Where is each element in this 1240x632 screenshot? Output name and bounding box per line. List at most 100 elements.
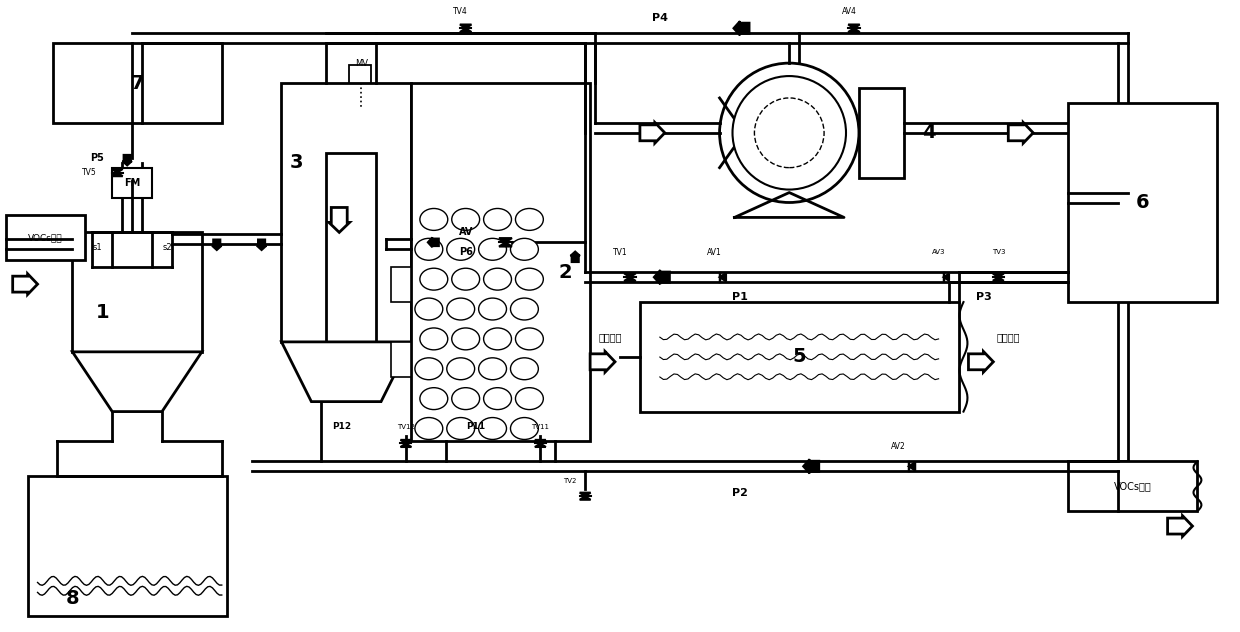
- Ellipse shape: [516, 387, 543, 410]
- Bar: [1068, 103, 1218, 302]
- Polygon shape: [112, 173, 123, 176]
- Polygon shape: [570, 252, 580, 262]
- Ellipse shape: [420, 268, 448, 290]
- Text: P6: P6: [459, 247, 472, 257]
- Polygon shape: [579, 493, 590, 496]
- Circle shape: [719, 63, 859, 202]
- Polygon shape: [590, 351, 615, 372]
- Polygon shape: [653, 270, 670, 284]
- Text: AV3: AV3: [931, 249, 945, 255]
- Circle shape: [754, 98, 825, 167]
- Text: 2: 2: [558, 263, 572, 282]
- Ellipse shape: [451, 268, 480, 290]
- Text: s2: s2: [162, 243, 172, 252]
- Polygon shape: [401, 444, 412, 447]
- Ellipse shape: [446, 418, 475, 439]
- Text: MV: MV: [355, 59, 367, 68]
- Polygon shape: [1008, 123, 1033, 143]
- Polygon shape: [719, 273, 727, 281]
- Polygon shape: [460, 25, 471, 28]
- Bar: [113, 167, 153, 198]
- Text: TV5: TV5: [82, 168, 97, 177]
- Polygon shape: [123, 155, 131, 166]
- Ellipse shape: [451, 328, 480, 350]
- Text: VOCs出口: VOCs出口: [1114, 481, 1152, 491]
- Text: 3: 3: [290, 153, 303, 172]
- Text: P1: P1: [732, 292, 748, 302]
- Polygon shape: [12, 274, 37, 295]
- Ellipse shape: [420, 387, 448, 410]
- Polygon shape: [401, 440, 412, 444]
- Text: AV: AV: [459, 228, 472, 238]
- Polygon shape: [281, 342, 410, 401]
- Text: P2: P2: [732, 488, 748, 498]
- Bar: [391, 267, 410, 302]
- Text: 5: 5: [792, 348, 806, 367]
- Ellipse shape: [479, 418, 506, 439]
- Ellipse shape: [446, 358, 475, 380]
- Polygon shape: [112, 169, 123, 173]
- Bar: [326, 153, 376, 342]
- Bar: [52, 43, 222, 123]
- Text: TV4: TV4: [454, 7, 467, 16]
- Text: 8: 8: [66, 589, 79, 608]
- Text: s1: s1: [93, 243, 102, 252]
- Text: AV1: AV1: [707, 248, 722, 257]
- Ellipse shape: [420, 328, 448, 350]
- Text: TV2: TV2: [563, 478, 577, 484]
- Ellipse shape: [415, 358, 443, 380]
- Text: 6: 6: [1136, 193, 1149, 212]
- Text: TV11: TV11: [532, 423, 549, 430]
- Ellipse shape: [415, 418, 443, 439]
- Ellipse shape: [451, 209, 480, 231]
- Polygon shape: [848, 25, 859, 28]
- Polygon shape: [624, 274, 636, 277]
- Circle shape: [733, 76, 846, 190]
- Polygon shape: [848, 28, 859, 32]
- Ellipse shape: [484, 209, 511, 231]
- Bar: [350, 65, 371, 83]
- Bar: [391, 342, 410, 377]
- Bar: [410, 83, 590, 441]
- Ellipse shape: [516, 268, 543, 290]
- Ellipse shape: [479, 298, 506, 320]
- Ellipse shape: [511, 238, 538, 260]
- Ellipse shape: [420, 209, 448, 231]
- Ellipse shape: [451, 387, 480, 410]
- Polygon shape: [968, 351, 993, 372]
- Polygon shape: [734, 21, 749, 35]
- Bar: [859, 88, 904, 178]
- Polygon shape: [909, 462, 915, 471]
- Bar: [640, 302, 959, 411]
- Ellipse shape: [516, 209, 543, 231]
- Polygon shape: [428, 238, 439, 247]
- Ellipse shape: [516, 328, 543, 350]
- Polygon shape: [257, 240, 267, 250]
- Text: TV1: TV1: [613, 248, 627, 257]
- Text: P12: P12: [331, 422, 351, 431]
- Ellipse shape: [484, 328, 511, 350]
- Text: FM: FM: [124, 178, 140, 188]
- Polygon shape: [460, 28, 471, 32]
- Bar: [1068, 461, 1198, 511]
- Bar: [6, 216, 86, 260]
- Bar: [72, 233, 202, 352]
- Ellipse shape: [415, 238, 443, 260]
- Ellipse shape: [484, 387, 511, 410]
- Polygon shape: [944, 274, 949, 281]
- Ellipse shape: [484, 268, 511, 290]
- Text: P4: P4: [652, 13, 668, 23]
- Text: TV12: TV12: [397, 423, 415, 430]
- Polygon shape: [1168, 516, 1193, 537]
- Text: TV3: TV3: [992, 249, 1006, 255]
- Text: 7: 7: [130, 73, 144, 92]
- Text: AV2: AV2: [892, 442, 906, 451]
- Polygon shape: [579, 496, 590, 500]
- Ellipse shape: [446, 238, 475, 260]
- Polygon shape: [534, 440, 546, 444]
- Text: P11: P11: [466, 422, 485, 431]
- Bar: [27, 477, 227, 616]
- Polygon shape: [212, 240, 222, 250]
- Text: AV4: AV4: [842, 7, 857, 16]
- Ellipse shape: [479, 238, 506, 260]
